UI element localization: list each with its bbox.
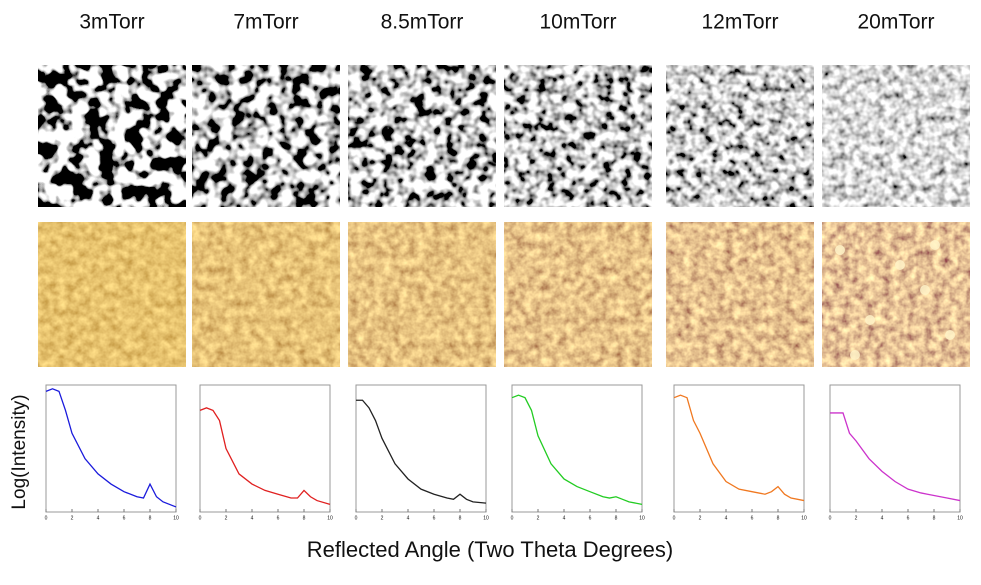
x-tick-label: 8 — [777, 515, 780, 521]
afm-image — [504, 222, 652, 367]
afm-image — [192, 222, 340, 367]
x-tick-label: 8 — [933, 515, 936, 521]
afm-grain — [920, 285, 930, 295]
mfm-image — [192, 65, 340, 207]
afm-grain — [850, 350, 860, 360]
afm-image — [822, 222, 970, 367]
plot-frame — [199, 384, 331, 513]
x-tick-label: 2 — [855, 515, 858, 521]
panel-title: 8.5mTorr — [381, 11, 464, 34]
plot-frame — [673, 384, 805, 513]
x-tick-label: 4 — [881, 515, 884, 521]
x-tick-label: 2 — [381, 515, 384, 521]
x-tick-label: 10 — [483, 515, 489, 521]
x-tick-label: 0 — [829, 515, 832, 521]
xrd-line — [511, 394, 643, 506]
plot-frame — [45, 384, 177, 513]
mfm-image — [666, 65, 814, 207]
plot-frame — [355, 384, 487, 513]
x-tick-label: 8 — [149, 515, 152, 521]
x-tick-label: 0 — [355, 515, 358, 521]
x-tick-label: 6 — [433, 515, 436, 521]
x-tick-label: 6 — [751, 515, 754, 521]
afm-grain — [835, 245, 845, 255]
panel-title: 3mTorr — [79, 11, 144, 34]
x-tick-label: 6 — [907, 515, 910, 521]
panel-title: 20mTorr — [857, 11, 934, 34]
x-tick-label: 6 — [589, 515, 592, 521]
x-tick-label: 0 — [673, 515, 676, 521]
x-tick-label: 8 — [615, 515, 618, 521]
xrd-line — [356, 399, 487, 504]
xrd-line — [45, 388, 177, 508]
x-tick-label: 10 — [173, 515, 179, 521]
x-tick-label: 10 — [327, 515, 333, 521]
x-tick-label: 10 — [639, 515, 645, 521]
mfm-image — [348, 65, 496, 207]
x-tick-label: 6 — [123, 515, 126, 521]
mfm-image — [38, 65, 186, 207]
x-tick-label: 4 — [251, 515, 254, 521]
x-tick-label: 4 — [97, 515, 100, 521]
x-tick-label: 0 — [511, 515, 514, 521]
afm-grain — [865, 315, 875, 325]
x-tick-label: 10 — [957, 515, 963, 521]
x-tick-label: 2 — [71, 515, 74, 521]
x-tick-label: 4 — [725, 515, 728, 521]
afm-grain — [945, 330, 955, 340]
afm-image — [38, 222, 186, 367]
afm-grain — [930, 240, 940, 250]
afm-grain — [895, 260, 905, 270]
y-axis-label: Log(Intensity) — [9, 394, 30, 509]
x-tick-label: 4 — [563, 515, 566, 521]
xrd-line — [673, 394, 805, 502]
xrd-line — [199, 407, 331, 506]
x-tick-label: 2 — [537, 515, 540, 521]
x-axis-label: Reflected Angle (Two Theta Degrees) — [307, 537, 673, 562]
afm-image — [666, 222, 814, 367]
x-tick-label: 2 — [225, 515, 228, 521]
panel-title: 10mTorr — [539, 11, 616, 34]
xrd-line — [830, 412, 961, 502]
mfm-image — [822, 65, 970, 207]
x-tick-label: 0 — [199, 515, 202, 521]
panel-title: 7mTorr — [233, 11, 298, 34]
x-tick-label: 6 — [277, 515, 280, 521]
x-tick-label: 4 — [407, 515, 410, 521]
x-tick-label: 0 — [45, 515, 48, 521]
plot-frame — [829, 384, 961, 513]
plot-frame — [511, 384, 643, 513]
afm-image — [348, 222, 496, 367]
x-tick-label: 8 — [459, 515, 462, 521]
mfm-image — [504, 65, 652, 207]
x-tick-label: 2 — [699, 515, 702, 521]
panel-title: 12mTorr — [701, 11, 778, 34]
x-tick-label: 8 — [303, 515, 306, 521]
x-tick-label: 10 — [801, 515, 807, 521]
